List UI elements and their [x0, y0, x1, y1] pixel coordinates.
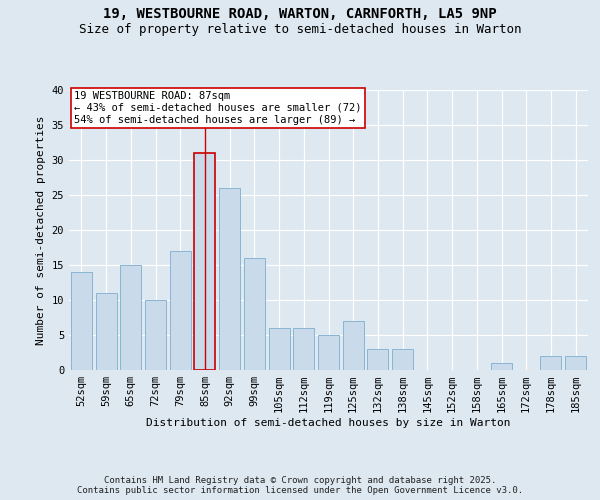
Bar — [71, 272, 92, 370]
Y-axis label: Number of semi-detached properties: Number of semi-detached properties — [36, 116, 46, 345]
Bar — [219, 188, 240, 370]
Bar — [318, 335, 339, 370]
Bar — [343, 321, 364, 370]
Bar — [565, 356, 586, 370]
Text: 19, WESTBOURNE ROAD, WARTON, CARNFORTH, LA5 9NP: 19, WESTBOURNE ROAD, WARTON, CARNFORTH, … — [103, 8, 497, 22]
Bar — [170, 251, 191, 370]
Text: 19 WESTBOURNE ROAD: 87sqm
← 43% of semi-detached houses are smaller (72)
54% of : 19 WESTBOURNE ROAD: 87sqm ← 43% of semi-… — [74, 92, 362, 124]
Bar — [293, 328, 314, 370]
Bar — [95, 293, 116, 370]
Bar — [269, 328, 290, 370]
X-axis label: Distribution of semi-detached houses by size in Warton: Distribution of semi-detached houses by … — [146, 418, 511, 428]
Bar — [367, 349, 388, 370]
Bar — [491, 363, 512, 370]
Text: Contains HM Land Registry data © Crown copyright and database right 2025.
Contai: Contains HM Land Registry data © Crown c… — [77, 476, 523, 495]
Bar — [392, 349, 413, 370]
Bar — [120, 265, 141, 370]
Bar — [145, 300, 166, 370]
Bar — [194, 153, 215, 370]
Bar — [244, 258, 265, 370]
Bar — [541, 356, 562, 370]
Text: Size of property relative to semi-detached houses in Warton: Size of property relative to semi-detach… — [79, 22, 521, 36]
